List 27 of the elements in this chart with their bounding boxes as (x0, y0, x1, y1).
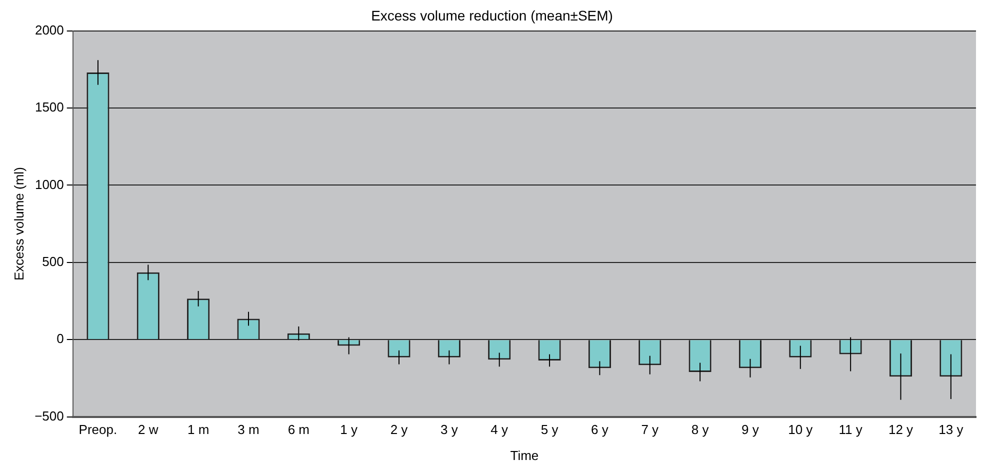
x-axis-title: Time (510, 448, 539, 463)
x-tick-label: 2 y (390, 422, 408, 438)
x-tick-label: 1 y (340, 422, 358, 438)
y-tick-label: −500 (34, 408, 64, 424)
x-tick-label: 6 y (591, 422, 609, 438)
y-tick-label: 1500 (34, 100, 64, 115)
x-tick-label: 8 y (691, 422, 710, 438)
y-tick-label: 500 (42, 254, 64, 269)
x-tick-label: 2 w (138, 422, 159, 438)
x-tick-label: 6 m (288, 422, 310, 438)
y-tick-label: 0 (56, 331, 64, 346)
y-axis-title: Excess volume (ml) (11, 167, 26, 281)
chart-title: Excess volume reduction (mean±SEM) (371, 7, 613, 24)
y-tick-label: 2000 (34, 22, 64, 38)
x-tick-label: Preop. (78, 422, 118, 438)
x-tick-label: 5 y (540, 422, 559, 438)
x-tick-label: 1 m (187, 422, 210, 438)
x-tick-label: 3 y (440, 422, 458, 438)
y-tick-label: 1000 (34, 176, 64, 192)
x-tick-label: 10 y (788, 422, 814, 438)
x-tick-label: 7 y (641, 422, 660, 438)
x-tick-label: 4 y (490, 422, 509, 438)
x-tick-label: 9 y (742, 422, 760, 438)
x-tick-label: 3 m (238, 422, 260, 438)
x-tick-label: 12 y (888, 422, 914, 438)
x-tick-label: 13 y (938, 422, 964, 438)
x-tick-label: 11 y (838, 422, 863, 438)
